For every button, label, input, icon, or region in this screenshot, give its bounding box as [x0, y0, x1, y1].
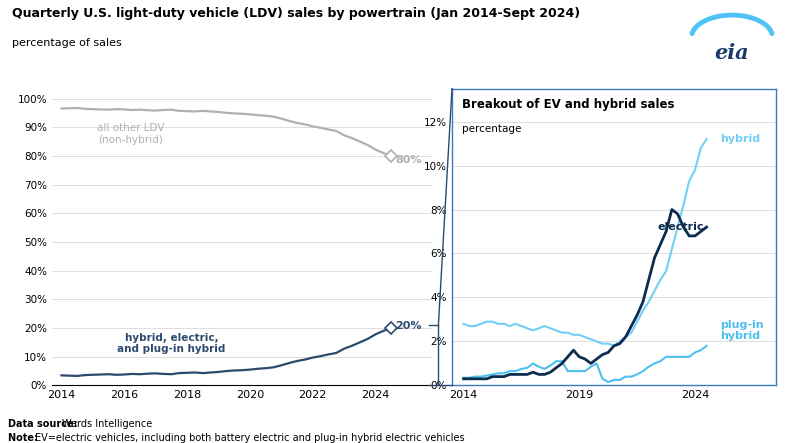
- Text: all other LDV
(non-hybrid): all other LDV (non-hybrid): [97, 123, 164, 144]
- Text: 80%: 80%: [395, 155, 422, 165]
- Text: Breakout of EV and hybrid sales: Breakout of EV and hybrid sales: [462, 97, 674, 110]
- Text: Wards Intelligence: Wards Intelligence: [62, 419, 153, 429]
- Text: percentage of sales: percentage of sales: [12, 38, 122, 48]
- Text: plug-in
hybrid: plug-in hybrid: [721, 320, 764, 341]
- Text: 20%: 20%: [395, 321, 422, 331]
- Text: percentage: percentage: [462, 124, 521, 134]
- Text: Note:: Note:: [8, 433, 42, 443]
- Text: hybrid, electric,
and plug-in hybrid: hybrid, electric, and plug-in hybrid: [117, 333, 226, 354]
- Text: eia: eia: [714, 43, 750, 62]
- Text: Data source:: Data source:: [8, 419, 81, 429]
- Text: hybrid: hybrid: [721, 134, 761, 144]
- Text: Quarterly U.S. light-duty vehicle (LDV) sales by powertrain (Jan 2014-Sept 2024): Quarterly U.S. light-duty vehicle (LDV) …: [12, 7, 580, 19]
- Text: EV=electric vehicles, including both battery electric and plug-in hybrid electri: EV=electric vehicles, including both bat…: [35, 433, 465, 443]
- Text: electric: electric: [658, 222, 705, 232]
